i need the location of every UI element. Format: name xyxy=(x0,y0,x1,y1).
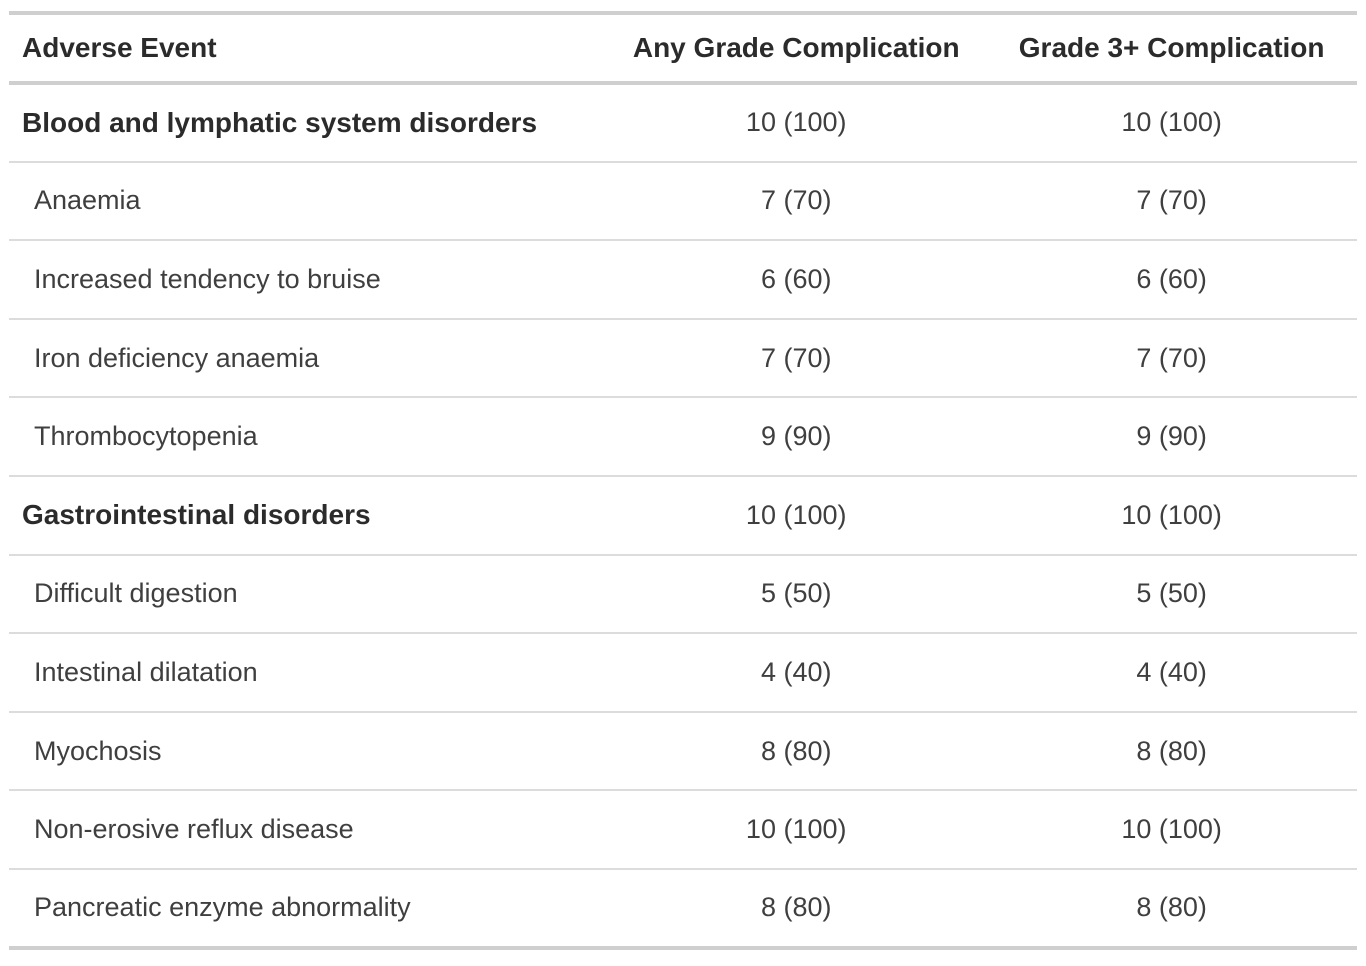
grade3plus-value: 8 (80) xyxy=(1136,735,1207,766)
grade3plus-value: 10 (100) xyxy=(1121,107,1222,138)
grade3plus-value: 4 (40) xyxy=(1136,656,1207,687)
row-label: Difficult digestion xyxy=(34,578,238,609)
any-grade-value: 9 (90) xyxy=(760,421,832,452)
row-label: Intestinal dilatation xyxy=(34,656,258,687)
column-header-grade3plus-complication: Grade 3+ Complication xyxy=(1018,32,1325,63)
row-label: Anaemia xyxy=(34,185,141,216)
table-row-section-gastrointestinal: Gastrointestinal disorders 10 (100) 10 (… xyxy=(9,476,1357,555)
table-row-iron-deficiency-anaemia: Iron deficiency anaemia 7 (70) 7 (70) xyxy=(9,319,1357,398)
grade3plus-value: 7 (70) xyxy=(1136,342,1207,373)
row-label: Gastrointestinal disorders xyxy=(22,499,371,531)
row-label: Myochosis xyxy=(34,735,162,766)
table-row-myochosis: Myochosis 8 (80) 8 (80) xyxy=(9,712,1357,791)
grade3plus-value: 7 (70) xyxy=(1136,185,1207,216)
any-grade-value: 6 (60) xyxy=(760,263,832,294)
table-row-difficult-digestion: Difficult digestion 5 (50) 5 (50) xyxy=(9,555,1357,634)
table-row-thrombocytopenia: Thrombocytopenia 9 (90) 9 (90) xyxy=(9,397,1357,476)
row-label: Increased tendency to bruise xyxy=(34,263,381,294)
header-row: Adverse Event Any Grade Complication Gra… xyxy=(9,13,1357,83)
grade3plus-value: 5 (50) xyxy=(1136,578,1207,609)
grade3plus-value: 10 (100) xyxy=(1121,814,1222,845)
adverse-events-table: Adverse Event Any Grade Complication Gra… xyxy=(9,11,1357,950)
any-grade-value: 8 (80) xyxy=(760,892,832,923)
grade3plus-value: 8 (80) xyxy=(1136,892,1207,923)
table-row-section-blood-lymphatic: Blood and lymphatic system disorders 10 … xyxy=(9,83,1357,162)
column-header-adverse-event: Adverse Event xyxy=(22,32,217,63)
any-grade-value: 10 (100) xyxy=(745,814,847,845)
table-row-anaemia: Anaemia 7 (70) 7 (70) xyxy=(9,162,1357,241)
row-label: Thrombocytopenia xyxy=(34,421,258,452)
any-grade-value: 8 (80) xyxy=(760,735,832,766)
table-row-intestinal-dilatation: Intestinal dilatation 4 (40) 4 (40) xyxy=(9,633,1357,712)
any-grade-value: 10 (100) xyxy=(745,107,847,138)
column-header-any-grade-complication: Any Grade Complication xyxy=(632,32,960,63)
table-row-non-erosive-reflux-disease: Non-erosive reflux disease 10 (100) 10 (… xyxy=(9,790,1357,869)
any-grade-value: 5 (50) xyxy=(760,578,832,609)
table-row-pancreatic-enzyme-abnormality: Pancreatic enzyme abnormality 8 (80) 8 (… xyxy=(9,869,1357,948)
table-row-increased-tendency-to-bruise: Increased tendency to bruise 6 (60) 6 (6… xyxy=(9,240,1357,319)
grade3plus-value: 6 (60) xyxy=(1136,263,1207,294)
any-grade-value: 4 (40) xyxy=(760,656,832,687)
any-grade-value: 10 (100) xyxy=(745,499,847,530)
grade3plus-value: 9 (90) xyxy=(1136,421,1207,452)
row-label: Blood and lymphatic system disorders xyxy=(22,106,538,138)
row-label: Non-erosive reflux disease xyxy=(34,814,354,845)
row-label: Pancreatic enzyme abnormality xyxy=(34,892,411,923)
grade3plus-value: 10 (100) xyxy=(1121,499,1222,530)
any-grade-value: 7 (70) xyxy=(760,185,832,216)
any-grade-value: 7 (70) xyxy=(760,342,832,373)
row-label: Iron deficiency anaemia xyxy=(34,342,320,373)
